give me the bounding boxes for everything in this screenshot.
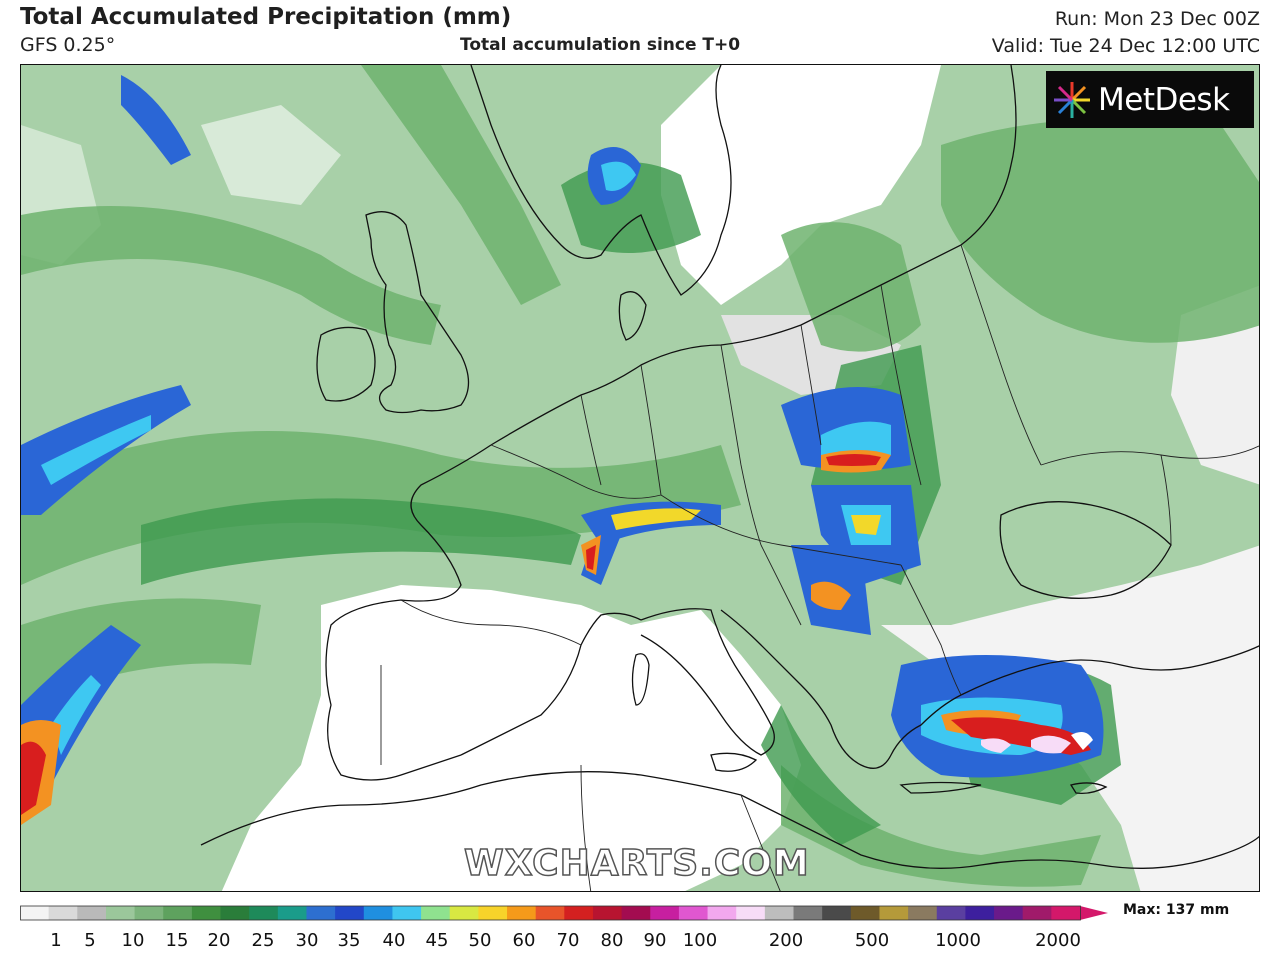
scale-tick-label: 40: [382, 930, 406, 951]
scale-swatch: [392, 906, 422, 920]
color-scale-svg: [20, 905, 1108, 921]
scale-swatch: [936, 906, 966, 920]
scale-swatch: [850, 906, 880, 920]
scale-tick-label: 500: [854, 930, 890, 951]
scale-swatch: [1051, 906, 1081, 920]
scale-tick-label: 30: [295, 930, 319, 951]
scale-swatch: [77, 906, 107, 920]
scale-swatch: [879, 906, 909, 920]
scale-swatch: [249, 906, 279, 920]
scale-swatch: [592, 906, 623, 920]
scale-arrow: [1080, 906, 1108, 920]
chart-title: Total Accumulated Precipitation (mm): [20, 4, 512, 30]
scale-tick-label: 90: [643, 930, 667, 951]
scale-tick-label: 100: [682, 930, 718, 951]
country-borders: [380, 244, 1259, 891]
scale-swatch: [478, 906, 508, 920]
map-canvas: [21, 65, 1259, 891]
coastlines: [200, 65, 1259, 869]
scale-tick-label: 10: [121, 930, 145, 951]
scale-swatch: [908, 906, 938, 920]
scale-swatch: [449, 906, 479, 920]
scale-swatch: [822, 906, 852, 920]
scale-tick-labels: 1 5 10 15 20 25 30 35 40 45 50 60 70 80 90 100 200 500 100…: [20, 930, 1110, 954]
scale-swatch: [277, 906, 307, 920]
scale-swatch: [48, 906, 78, 920]
watermark: WXCHARTS.COM: [463, 842, 810, 885]
run-label: Run: Mon 23 Dec 00Z: [1054, 8, 1260, 30]
scale-tick-label: 35: [337, 930, 361, 951]
scale-swatch: [220, 906, 250, 920]
scale-swatch: [678, 906, 709, 920]
scale-tick-label: 50: [468, 930, 492, 951]
scale-swatch: [650, 906, 680, 920]
scale-swatch: [1022, 906, 1052, 920]
scale-outline: [20, 905, 1081, 921]
scale-tick-label: 60: [512, 930, 536, 951]
scale-swatch: [507, 906, 537, 920]
scale-swatch: [764, 906, 795, 920]
scale-tick-label: 5: [84, 930, 96, 951]
scale-swatch: [421, 906, 451, 920]
metdesk-logo: MetDesk: [1046, 71, 1254, 128]
scale-tick-label: 20: [207, 930, 231, 951]
scale-swatch: [105, 906, 136, 920]
scale-swatch: [191, 906, 222, 920]
scale-swatch: [163, 906, 193, 920]
precipitation-map: [20, 64, 1260, 892]
scale-swatch: [134, 906, 164, 920]
scale-tick-label: 45: [425, 930, 449, 951]
scale-swatch: [707, 906, 737, 920]
scale-tick-label: 80: [600, 930, 624, 951]
logo-text: MetDesk: [1098, 81, 1230, 118]
color-scale-bar: [20, 904, 1110, 922]
scale-swatch: [335, 906, 365, 920]
model-label: GFS 0.25°: [20, 34, 116, 56]
valid-label: Valid: Tue 24 Dec 12:00 UTC: [991, 35, 1260, 57]
scale-tick-label: 2000: [1035, 930, 1081, 951]
extreme-precip-white: [981, 731, 1093, 754]
scale-max-label: Max: 137 mm: [1123, 902, 1230, 918]
green-bands: [21, 65, 1259, 887]
scale-swatch: [793, 906, 823, 920]
scale-tick-label: 1: [50, 930, 62, 951]
scale-swatch: [306, 906, 336, 920]
scale-swatch: [621, 906, 651, 920]
chart-subtitle: Total accumulation since T+0: [460, 35, 741, 55]
scale-swatch: [994, 906, 1024, 920]
scale-tick-label: 1000: [935, 930, 981, 951]
scale-tick-label: 70: [556, 930, 580, 951]
scale-swatch: [736, 906, 766, 920]
scale-swatch: [535, 906, 565, 920]
metdesk-burst-icon: [1054, 81, 1090, 118]
scale-tick-label: 15: [165, 930, 189, 951]
scale-tick-label: 25: [251, 930, 275, 951]
scale-swatch: [363, 906, 393, 920]
scale-tick-label: 200: [768, 930, 804, 951]
scale-swatch: [20, 906, 50, 920]
scale-swatch: [564, 906, 594, 920]
scale-swatch: [965, 906, 995, 920]
